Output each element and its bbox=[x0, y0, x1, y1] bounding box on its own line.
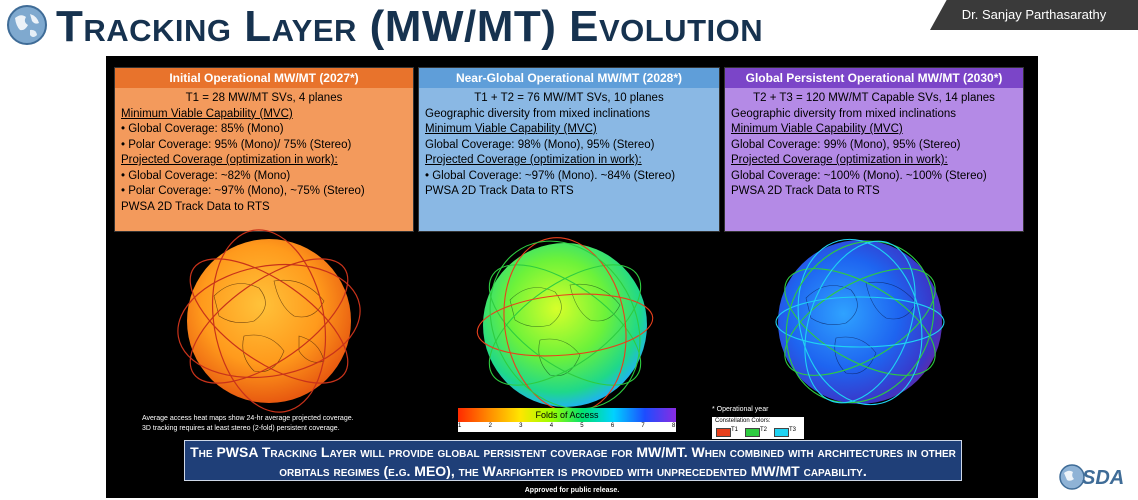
heatmap-note: Average access heat maps show 24-hr aver… bbox=[142, 414, 354, 434]
constellation-label: T2 bbox=[760, 427, 768, 433]
mvc-item: • Global Coverage: 85% (Mono) bbox=[121, 123, 284, 135]
sda-logo-icon: SDA bbox=[1059, 464, 1124, 490]
legend-tick-label: 5 bbox=[580, 423, 584, 429]
panel-constellation-line: T1 + T2 = 76 MW/MT SVs, 10 planes bbox=[474, 92, 664, 104]
release-note: Approved for public release. bbox=[524, 487, 620, 494]
banner-line: orbitals regimes (e.g. MEO), the Warfigh… bbox=[279, 463, 867, 479]
legend-tick-label: 6 bbox=[610, 423, 615, 429]
legend-tick-label: 2 bbox=[488, 423, 492, 429]
mvc-label: Minimum Viable Capability (MVC) bbox=[425, 123, 597, 135]
panel-initial-operational: Initial Operational MW/MT (2027*) T1 = 2… bbox=[114, 67, 414, 232]
legend-ticks: 1 2 3 4 5 6 7 8 bbox=[458, 422, 676, 432]
legend-tick-label: 3 bbox=[519, 423, 523, 429]
panel-near-global: Near-Global Operational MW/MT (2028*) T1… bbox=[418, 67, 720, 232]
mvc-item: • Polar Coverage: 95% (Mono)/ 75% (Stere… bbox=[121, 138, 352, 151]
coverage-globe-2027 bbox=[177, 229, 361, 413]
projected-item: • Global Coverage: ~82% (Mono) bbox=[121, 169, 291, 182]
panel-title: Global Persistent Operational MW/MT (203… bbox=[725, 68, 1023, 88]
slide-image: Initial Operational MW/MT (2027*) T1 = 2… bbox=[106, 56, 1038, 498]
constellation-label: T3 bbox=[789, 427, 797, 433]
projected-item: • Global Coverage: ~97% (Mono). ~84% (St… bbox=[425, 169, 676, 182]
projected-item: Global Coverage: ~100% (Mono). ~100% (St… bbox=[731, 169, 987, 182]
panel-footer: PWSA 2D Track Data to RTS bbox=[731, 185, 880, 197]
legend-title: Folds of Access bbox=[535, 410, 599, 420]
mvc-item: Global Coverage: 98% (Mono), 95% (Stereo… bbox=[425, 138, 655, 151]
folds-of-access-legend: Folds of Access 1 2 3 4 5 6 7 8 bbox=[456, 408, 678, 432]
legend-tick-label: 1 bbox=[458, 423, 462, 429]
operational-year-note: * Operational year bbox=[712, 406, 769, 413]
legend-tick-label: 7 bbox=[641, 423, 645, 429]
panel-constellation-line: T2 + T3 = 120 MW/MT Capable SVs, 14 plan… bbox=[753, 92, 995, 104]
constellation-swatch-t1 bbox=[716, 428, 731, 437]
mvc-label: Minimum Viable Capability (MVC) bbox=[121, 107, 293, 120]
panel-diversity-line: Geographic diversity from mixed inclinat… bbox=[425, 107, 650, 120]
constellation-legend-title: Constellation Colors: bbox=[715, 418, 771, 424]
coverage-globe-2028 bbox=[476, 237, 654, 413]
panel-footer: PWSA 2D Track Data to RTS bbox=[121, 200, 270, 213]
panel-diversity-line: Geographic diversity from mixed inclinat… bbox=[731, 107, 956, 120]
constellation-swatch-t2 bbox=[745, 428, 760, 437]
projected-label: Projected Coverage (optimization in work… bbox=[121, 154, 338, 166]
mvc-label: Minimum Viable Capability (MVC) bbox=[731, 123, 903, 135]
legend-tick-label: 4 bbox=[549, 423, 554, 429]
note-line: Average access heat maps show 24-hr aver… bbox=[142, 415, 354, 422]
legend-tick-label: 8 bbox=[672, 423, 676, 429]
summary-banner: The PWSA Tracking Layer will provide glo… bbox=[184, 440, 962, 481]
panel-footer: PWSA 2D Track Data to RTS bbox=[425, 185, 574, 197]
presenter-name: Dr. Sanjay Parthasarathy bbox=[930, 0, 1138, 30]
globe-logo-icon bbox=[7, 5, 47, 45]
panel-title: Initial Operational MW/MT (2027*) bbox=[115, 68, 413, 88]
panel-constellation-line: T1 = 28 MW/MT SVs, 4 planes bbox=[185, 92, 343, 104]
banner-line: The PWSA Tracking Layer will provide glo… bbox=[190, 444, 956, 460]
panel-title: Near-Global Operational MW/MT (2028*) bbox=[419, 68, 719, 88]
panel-global-persistent: Global Persistent Operational MW/MT (203… bbox=[724, 67, 1024, 232]
constellation-colors-legend: Constellation Colors: T1 T2 T3 bbox=[712, 417, 804, 439]
projected-item: • Polar Coverage: ~97% (Mono), ~75% (Ste… bbox=[121, 185, 365, 197]
logo-text: SDA bbox=[1082, 467, 1124, 489]
mvc-item: Global Coverage: 99% (Mono), 95% (Stereo… bbox=[731, 138, 961, 151]
coverage-globe-2030 bbox=[775, 238, 945, 406]
projected-label: Projected Coverage (optimization in work… bbox=[731, 154, 948, 166]
projected-label: Projected Coverage (optimization in work… bbox=[425, 154, 642, 166]
constellation-label: T1 bbox=[731, 427, 739, 433]
note-line: 3D tracking requires at least stereo (2-… bbox=[142, 425, 340, 432]
legend-color-bar bbox=[458, 408, 676, 422]
page-title: Tracking Layer (MW/MT) Evolution bbox=[56, 2, 764, 51]
constellation-swatch-t3 bbox=[774, 428, 789, 437]
